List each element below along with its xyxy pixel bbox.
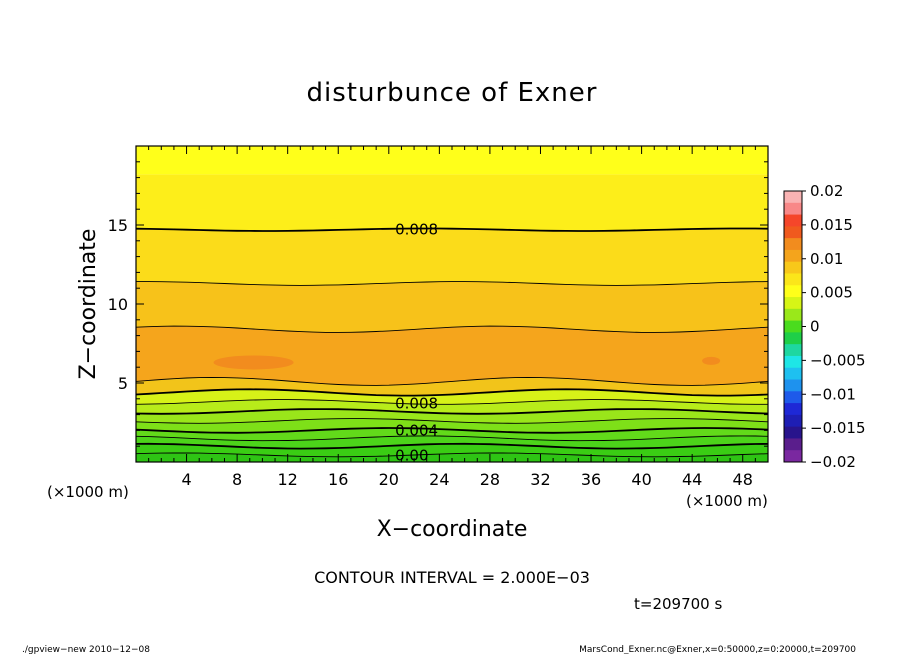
colorbar-swatch — [784, 414, 802, 428]
colorbar-tick-label: −0.02 — [810, 453, 856, 471]
x-axis-label: X−coordinate — [377, 517, 528, 542]
colorbar-swatch — [784, 202, 802, 216]
contour-line — [135, 388, 769, 397]
colorbar-swatch — [784, 249, 802, 263]
colorbar-swatch — [784, 391, 802, 404]
colorbar-swatch — [784, 438, 802, 451]
colorbar-tick-label: 0 — [810, 318, 820, 336]
x-tick-label: 32 — [530, 470, 550, 489]
contour-fill — [136, 146, 768, 462]
local-max-region — [213, 355, 294, 370]
colorbar-swatch — [784, 332, 802, 345]
axis-ticks — [135, 145, 769, 463]
footer-left: ./gpview−new 2010−12−08 — [22, 645, 150, 654]
colorbar-tick-labels: 0.02 0.015 0.01 0.005 0 −0.005 −0.01 −0.015 −0.0… — [802, 182, 866, 471]
contour-line — [135, 408, 769, 415]
contour-band — [136, 453, 768, 462]
contour-band — [136, 399, 768, 414]
y-tick-label: 5 — [118, 374, 128, 393]
colorbar-tick-label: −0.015 — [810, 419, 866, 437]
contour-lines — [135, 227, 769, 458]
local-max-region — [702, 356, 721, 365]
colorbar-tick-label: 0.005 — [810, 284, 853, 302]
colorbar-tick-label: 0.015 — [810, 216, 853, 234]
x-tick-label: 8 — [232, 470, 242, 489]
x-tick-label: 44 — [682, 470, 702, 489]
colorbar-swatch — [784, 285, 802, 298]
contour-line — [135, 399, 768, 405]
contour-band — [136, 326, 768, 386]
x-tick-label: 4 — [181, 470, 191, 489]
x-tick-label: 24 — [429, 470, 449, 489]
time-label: t=209700 s — [634, 595, 722, 613]
y-tick-labels: 5 10 15 — [108, 216, 128, 393]
x-tick-labels: 4 8 12 16 20 24 28 32 36 40 44 48 — [181, 470, 752, 489]
colorbar-swatch — [784, 238, 802, 251]
x-tick-label: 40 — [631, 470, 651, 489]
y-axis-label: Z−coordinate — [76, 229, 101, 380]
contour-label: 0.00 — [395, 447, 428, 465]
colorbar-tick-label: 0.02 — [810, 182, 843, 200]
colorbar-swatch — [784, 261, 802, 274]
x-unit-right: (×1000 m) — [686, 492, 768, 510]
x-unit-left: (×1000 m) — [47, 483, 129, 501]
colorbar-swatch — [784, 320, 802, 333]
contour-band — [136, 418, 768, 433]
contour-line — [136, 281, 769, 286]
x-tick-label: 36 — [581, 470, 601, 489]
contour-band — [136, 174, 768, 231]
footer-right: MarsCond_Exner.nc@Exner,x=0:50000,z=0:20… — [579, 645, 856, 654]
contour-line — [135, 418, 769, 424]
chart-title: disturbunce of Exner — [307, 78, 598, 108]
x-tick-label: 16 — [328, 470, 348, 489]
colorbar-swatch — [784, 355, 802, 369]
colorbar-swatch — [784, 191, 802, 204]
contour-label: 0.008 — [395, 395, 438, 413]
x-tick-label: 12 — [278, 470, 298, 489]
colorbar-swatch — [784, 297, 802, 310]
contour-label: 0.008 — [395, 221, 438, 239]
contour-line — [135, 227, 769, 232]
x-tick-label: 20 — [379, 470, 399, 489]
y-tick-label: 10 — [108, 295, 128, 314]
colorbar — [783, 190, 803, 463]
contour-band — [136, 443, 768, 457]
colorbar-swatch — [784, 273, 802, 286]
colorbar-swatch — [784, 226, 802, 239]
colorbar-swatch — [784, 426, 802, 439]
colorbar-swatch — [784, 403, 802, 416]
contour-band — [136, 146, 768, 175]
contour-line — [135, 427, 769, 434]
contour-band — [136, 428, 768, 441]
colorbar-swatch — [784, 308, 802, 322]
x-tick-label: 48 — [733, 470, 753, 489]
contour-labels: 0.008 0.008 0.004 0.00 — [395, 221, 438, 465]
contour-label: 0.004 — [395, 421, 438, 439]
contour-band — [136, 389, 768, 405]
contour-line — [135, 442, 769, 450]
x-tick-label: 28 — [480, 470, 500, 489]
contour-band — [136, 435, 768, 449]
contour-line — [135, 452, 769, 458]
y-tick-label: 15 — [108, 216, 128, 235]
colorbar-swatch — [784, 344, 802, 357]
colorbar-tick-label: −0.01 — [810, 385, 856, 403]
contour-interval: CONTOUR INTERVAL = 2.000E−03 — [314, 568, 590, 587]
contour-line — [135, 377, 769, 386]
contour-band — [136, 228, 768, 286]
contour-band — [136, 377, 768, 396]
colorbar-swatch — [784, 214, 802, 227]
colorbar-swatch — [784, 367, 802, 381]
contour-band — [136, 281, 768, 333]
colorbar-swatch — [784, 450, 802, 463]
colorbar-tick-label: −0.005 — [810, 351, 866, 369]
colorbar-swatch — [784, 379, 802, 392]
contour-line — [135, 325, 769, 333]
contour-line — [135, 435, 769, 442]
colorbar-tick-label: 0.01 — [810, 250, 843, 268]
